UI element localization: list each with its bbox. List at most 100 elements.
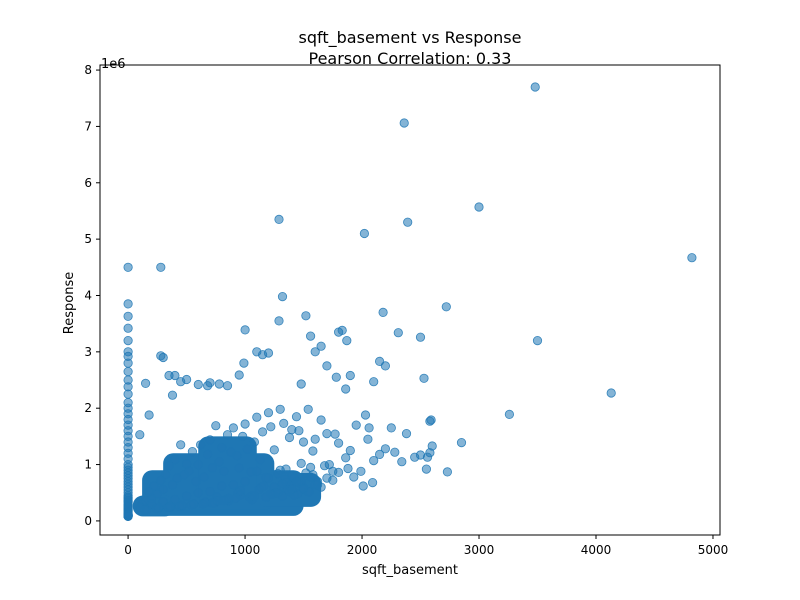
scatter-point <box>358 481 368 491</box>
scatter-point <box>390 447 400 457</box>
scatter-point <box>298 437 309 447</box>
scatter-point <box>189 499 199 509</box>
scatter-point <box>308 446 318 456</box>
scatter-point <box>378 307 388 317</box>
scatter-point <box>164 370 174 381</box>
scatter-point <box>364 423 374 433</box>
scatter-point <box>187 446 197 457</box>
y-axis-offset-label: 1e6 <box>101 57 126 72</box>
scatter-point <box>345 370 355 381</box>
scatter-point <box>442 467 452 477</box>
x-axis-ticks: 0 1000 2000 3000 4000 5000 <box>124 535 728 557</box>
scatter-point <box>312 480 323 490</box>
scatter-point <box>277 291 288 302</box>
scatter-point <box>415 332 426 342</box>
scatter-point <box>167 390 178 400</box>
scatter-point <box>144 486 154 497</box>
scatter-point <box>303 404 313 414</box>
scatter-point <box>301 311 311 321</box>
x-tick-label: 1000 <box>230 543 261 557</box>
scatter-point <box>274 316 284 326</box>
scatter-point <box>164 461 174 471</box>
scatter-point <box>182 491 192 501</box>
scatter-point <box>239 358 249 368</box>
scatter-point <box>123 335 133 346</box>
scatter-point <box>177 500 187 510</box>
scatter-point <box>277 479 288 489</box>
scatter-point <box>156 351 166 361</box>
scatter-point <box>191 476 201 487</box>
scatter-point <box>687 253 697 263</box>
scatter-point <box>380 444 390 454</box>
scatter-point <box>214 457 224 467</box>
scatter-point <box>351 420 361 430</box>
scatter-point <box>305 472 316 482</box>
scatter-point <box>328 475 338 485</box>
scatter-point <box>504 409 514 419</box>
scatter-point <box>401 428 412 439</box>
scatter-point <box>269 445 279 455</box>
scatter-point <box>263 473 274 483</box>
scatter-point <box>222 381 233 391</box>
scatter-point <box>374 449 385 459</box>
scatter-point <box>322 428 332 439</box>
scatter-point <box>193 488 203 498</box>
scatter-point <box>287 424 297 435</box>
scatter-point <box>226 447 236 457</box>
scatter-point <box>305 331 316 341</box>
y-tick-label: 3 <box>84 345 92 359</box>
y-tick-label: 1 <box>84 458 92 472</box>
scatter-point <box>369 455 379 466</box>
scatter-point <box>403 217 413 227</box>
x-tick-label: 0 <box>124 543 132 557</box>
scatter-point <box>275 404 285 414</box>
scatter-point <box>333 467 344 477</box>
y-tick-label: 8 <box>84 63 92 77</box>
scatter-point <box>343 463 353 474</box>
scatter-point <box>252 347 262 357</box>
scatter-point <box>257 427 268 437</box>
scatter-point <box>228 423 238 433</box>
scatter-point <box>123 262 133 272</box>
scatter-point <box>441 302 451 312</box>
scatter-point <box>356 466 366 476</box>
scatter-point <box>217 481 227 491</box>
scatter-point <box>123 323 133 333</box>
scatter-point <box>193 459 203 470</box>
scatter-point <box>284 486 295 497</box>
scatter-point <box>205 486 215 497</box>
scatter-point <box>238 431 248 441</box>
scatter-point <box>369 377 379 387</box>
scatter-point <box>249 491 259 501</box>
scatter-point <box>123 366 133 377</box>
scatter-point <box>231 493 241 503</box>
scatter-point <box>123 311 133 321</box>
scatter-point <box>182 459 192 469</box>
scatter-point <box>426 415 436 425</box>
scatter-point <box>421 464 431 474</box>
chart-subtitle: Pearson Correlation: 0.33 <box>309 49 512 68</box>
scatter-point <box>235 485 245 496</box>
scatter-point <box>296 379 306 389</box>
x-tick-label: 5000 <box>698 543 729 557</box>
scatter-point <box>410 452 420 462</box>
scatter-point <box>199 472 209 482</box>
scatter-point <box>324 459 334 470</box>
scatter-point <box>123 509 133 520</box>
scatter-point <box>153 502 164 512</box>
scatter-point <box>144 410 154 420</box>
scatter-point <box>252 412 262 422</box>
scatter-point <box>234 463 244 473</box>
scatter-point <box>207 463 217 473</box>
scatter-point <box>359 228 369 239</box>
scatter-point <box>123 389 133 399</box>
scatter-point <box>341 384 351 394</box>
scatter-point <box>123 358 133 368</box>
scatter-point <box>203 449 213 459</box>
scatter-point <box>322 361 332 371</box>
y-tick-label: 0 <box>84 514 92 528</box>
scatter-point <box>165 501 175 511</box>
scatter-point <box>331 372 341 382</box>
y-axis-label: Response <box>62 272 77 334</box>
